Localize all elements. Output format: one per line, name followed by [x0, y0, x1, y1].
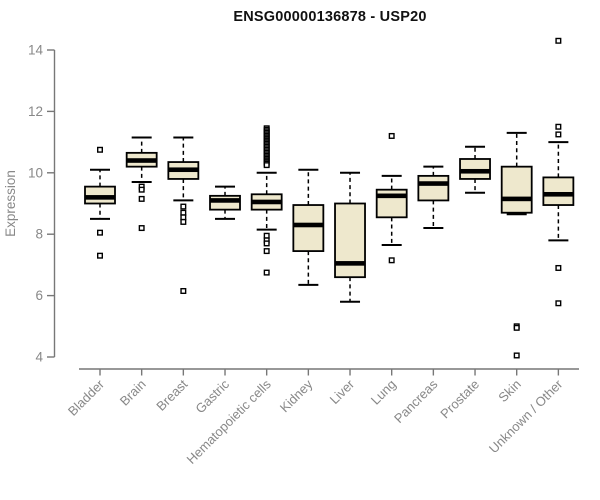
- boxplot-unknown-other: [542, 37, 575, 307]
- outlier-point: [263, 248, 270, 255]
- y-tick-label: 10: [28, 165, 43, 180]
- y-axis-label: Expression: [3, 170, 18, 237]
- chart-title: ENSG00000136878 - USP20: [233, 9, 427, 25]
- outlier-point: [96, 252, 103, 259]
- outlier-point: [180, 203, 187, 210]
- iqr-box: [292, 204, 325, 252]
- outlier-point: [263, 269, 270, 276]
- boxplot-liver: [334, 171, 366, 303]
- outlier-point: [96, 229, 103, 236]
- boxplot-bladder: [84, 146, 116, 259]
- outlier-point: [555, 131, 562, 138]
- x-tick-label-unknown-other: Unknown / Other: [486, 376, 566, 456]
- outlier-point: [138, 225, 145, 232]
- median-line: [335, 261, 366, 266]
- outlier-point: [138, 195, 145, 202]
- boxplot-hematopoietic-cells: [250, 125, 283, 276]
- iqr-box: [459, 158, 491, 180]
- outlier-point: [180, 218, 187, 225]
- y-tick-label: 4: [35, 350, 43, 365]
- boxplot-pancreas: [417, 165, 450, 230]
- outlier-point: [555, 37, 562, 44]
- outlier-point: [513, 324, 520, 331]
- x-tick-label-prostate: Prostate: [437, 377, 482, 422]
- x-tick-label-liver: Liver: [327, 376, 358, 407]
- outlier-point: [263, 162, 270, 169]
- outlier-point: [555, 264, 562, 271]
- median-line: [85, 195, 115, 200]
- median-line: [293, 222, 324, 228]
- outlier-point: [180, 287, 187, 294]
- iqr-box: [500, 165, 533, 214]
- boxplot-lung: [375, 132, 408, 264]
- median-line: [210, 198, 241, 203]
- boxplot-gastric: [209, 185, 241, 220]
- outlier-point: [555, 123, 562, 130]
- outlier-point: [513, 352, 520, 359]
- median-line: [418, 181, 449, 186]
- boxplot-kidney: [292, 168, 325, 286]
- x-tick-label-skin: Skin: [495, 377, 523, 405]
- median-line: [168, 167, 199, 173]
- median-line: [376, 193, 407, 199]
- median-line: [126, 158, 157, 163]
- y-tick-label: 12: [28, 104, 43, 119]
- iqr-box: [334, 202, 366, 279]
- iqr-box: [542, 176, 575, 206]
- x-tick-label-pancreas: Pancreas: [391, 376, 441, 426]
- outlier-point: [388, 132, 395, 139]
- boxplot-breast: [167, 136, 200, 294]
- outlier-point: [263, 240, 270, 247]
- x-tick-label-breast: Breast: [153, 376, 190, 413]
- boxplot-skin: [500, 131, 533, 359]
- x-tick-label-lung: Lung: [368, 377, 399, 408]
- outlier-point: [555, 300, 562, 307]
- x-tick-label-brain: Brain: [117, 377, 149, 409]
- median-line: [460, 168, 491, 174]
- iqr-box: [84, 185, 116, 205]
- outlier-point: [138, 186, 145, 193]
- boxplot-prostate: [459, 145, 491, 194]
- median-line: [501, 196, 532, 202]
- y-tick-label: 14: [28, 43, 44, 58]
- x-tick-label-bladder: Bladder: [65, 376, 108, 419]
- outlier-point: [388, 257, 395, 264]
- outlier-point: [96, 146, 103, 153]
- median-line: [543, 191, 574, 197]
- y-tick-label: 6: [35, 288, 43, 303]
- x-tick-label-gastric: Gastric: [192, 376, 232, 416]
- median-line: [251, 199, 282, 205]
- y-axis: 4 6 8 10 12 14 Expression: [3, 43, 56, 365]
- x-tick-label-kidney: Kidney: [277, 376, 316, 415]
- iqr-box: [417, 174, 450, 202]
- iqr-box: [209, 194, 241, 211]
- y-tick-label: 8: [35, 227, 43, 242]
- boxplot-brain: [125, 136, 158, 232]
